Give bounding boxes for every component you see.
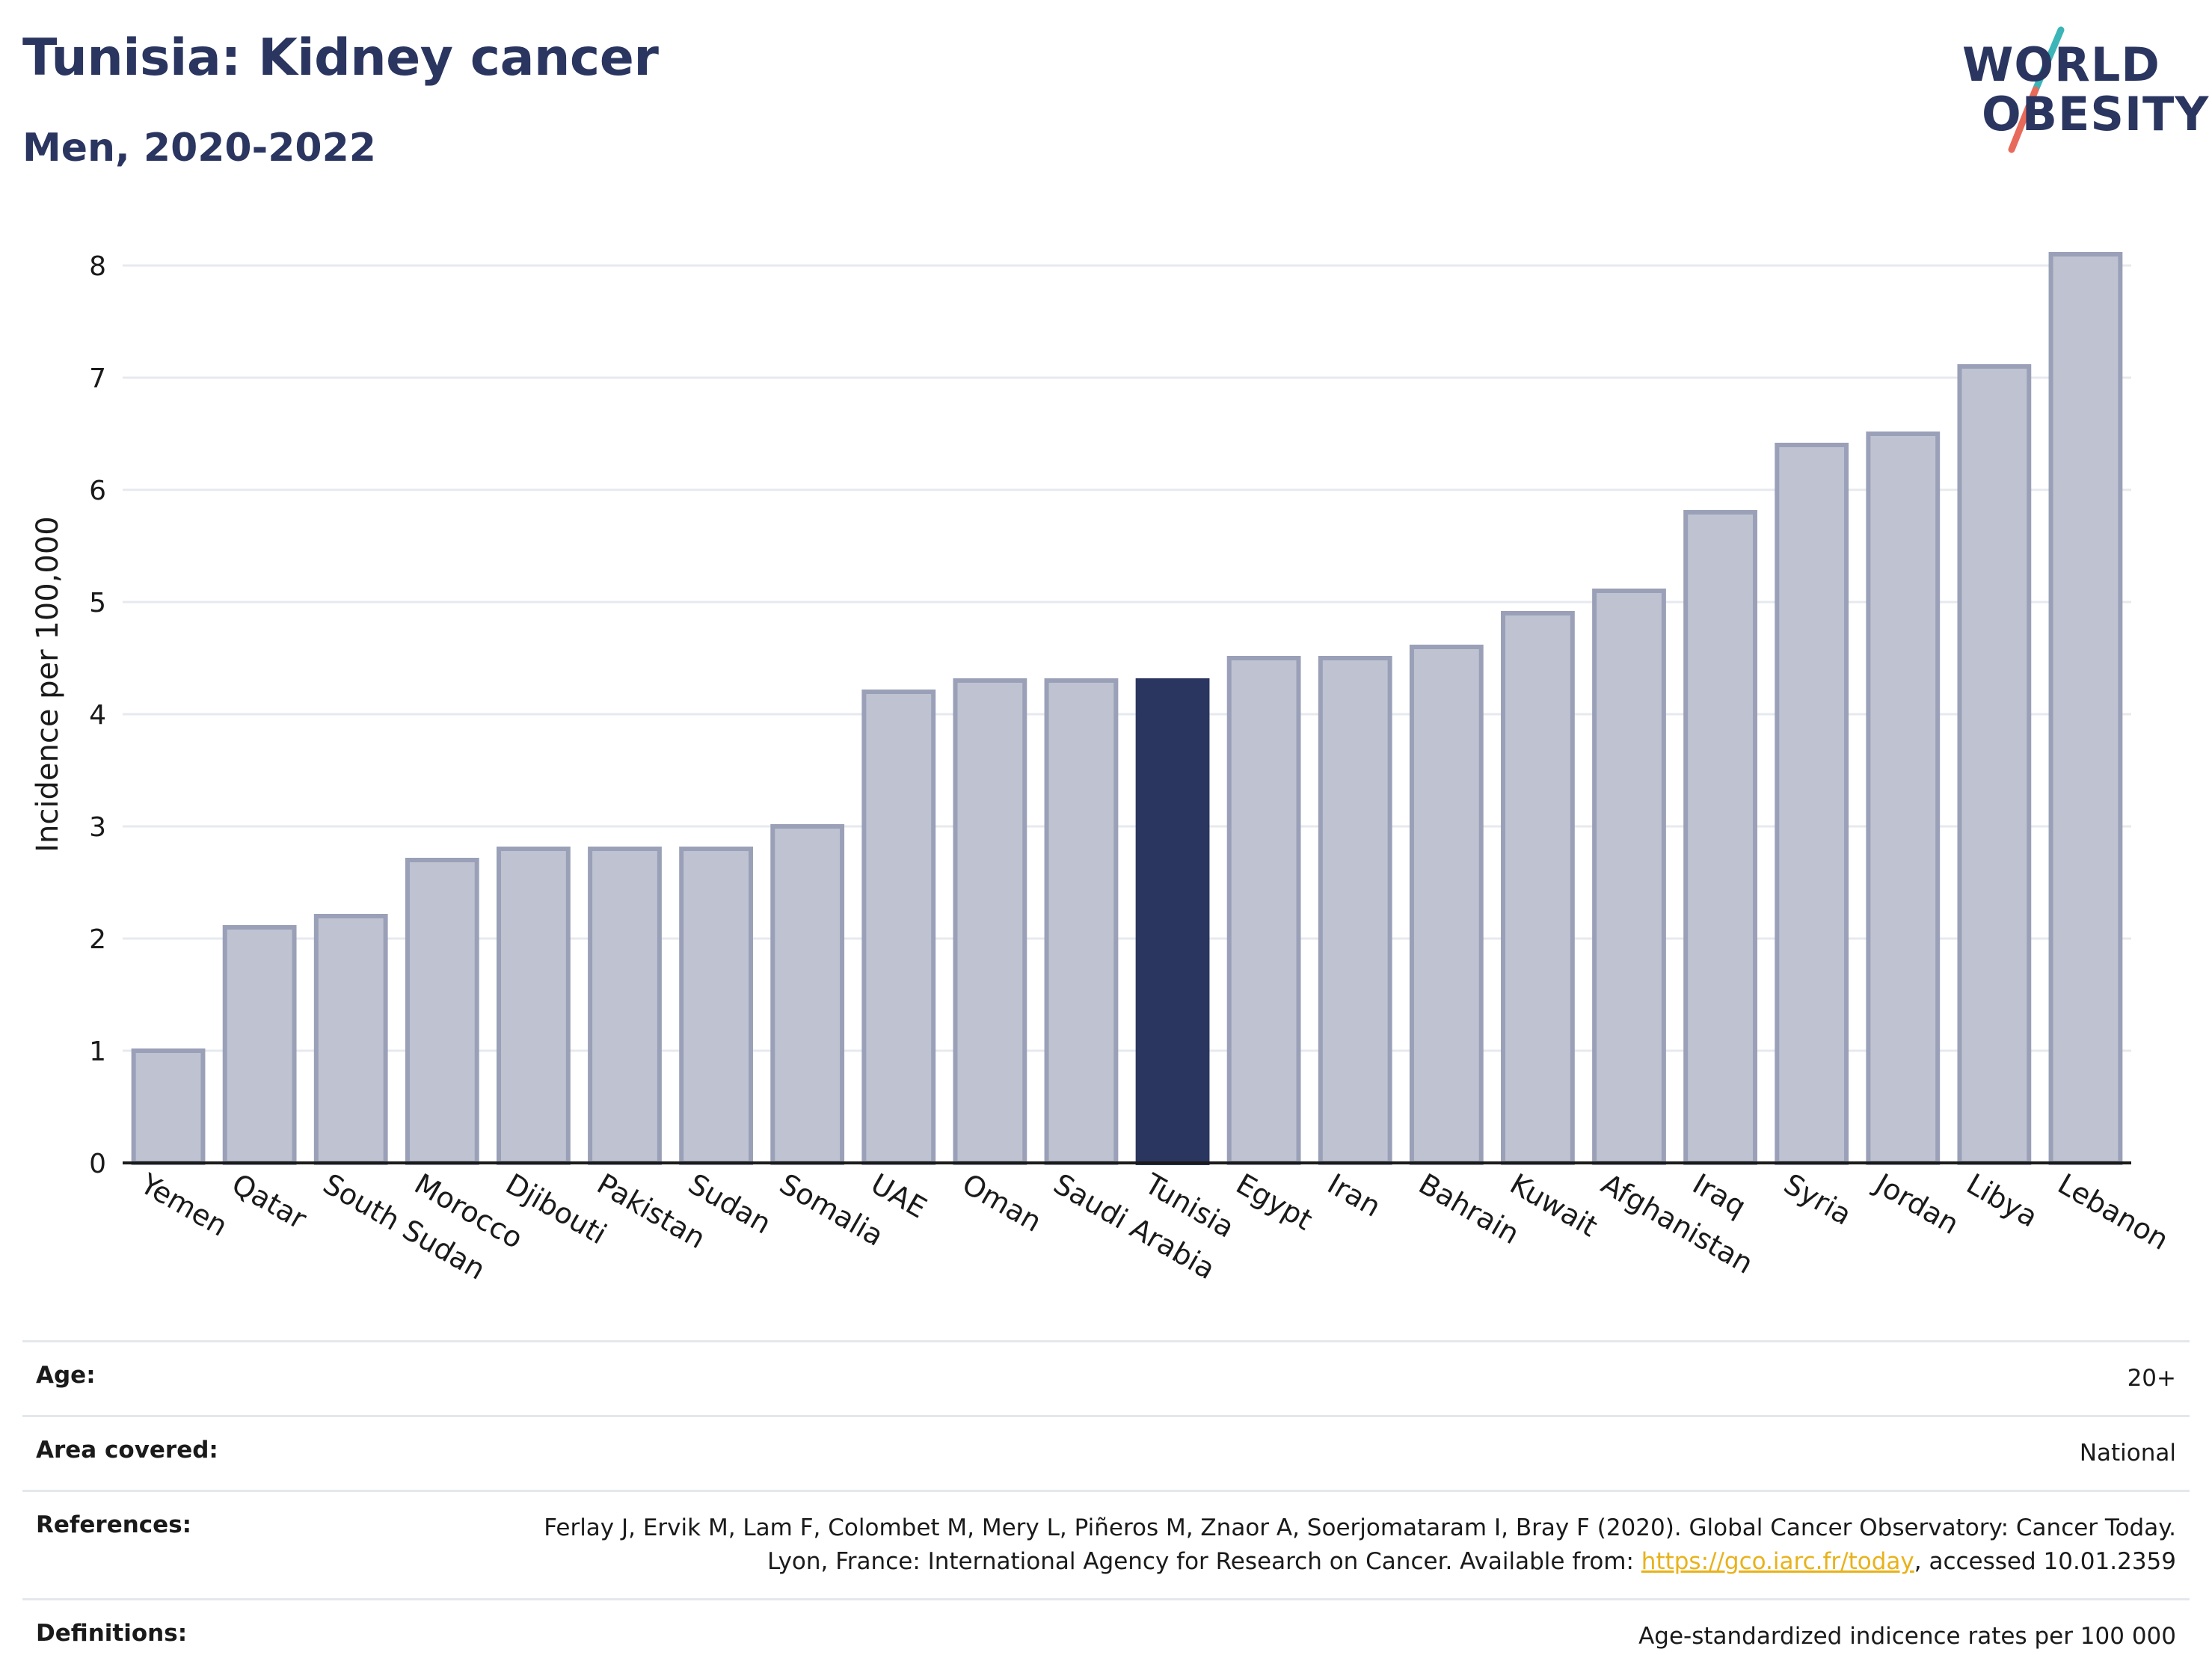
x-tick-label: Somalia bbox=[774, 1167, 889, 1253]
bar-jordan bbox=[1866, 432, 1941, 1165]
meta-row-age: Age: 20+ bbox=[22, 1340, 2190, 1415]
x-tick-label: Iraq bbox=[1687, 1167, 1751, 1223]
references-text: Ferlay J, Ervik M, Lam F, Colombet M, Me… bbox=[544, 1514, 2176, 1575]
bar-tunisia bbox=[1135, 678, 1210, 1165]
y-tick-label: 1 bbox=[89, 1037, 106, 1067]
y-axis-label: Incidence per 100,000 bbox=[31, 516, 65, 853]
y-tick-label: 3 bbox=[89, 812, 106, 843]
logo-slash-icon bbox=[2008, 26, 2065, 153]
logo-line-2: OBESITY bbox=[1982, 87, 2210, 141]
age-value: 20+ bbox=[2127, 1365, 2176, 1392]
x-tick-label: Egypt bbox=[1231, 1167, 1318, 1237]
metadata-table: Age: 20+ Area covered: National Referenc… bbox=[22, 1340, 2190, 1655]
references-label: References: bbox=[36, 1511, 192, 1538]
age-label: Age: bbox=[36, 1362, 96, 1389]
bar-egypt bbox=[1226, 656, 1301, 1165]
x-tick-label: Iran bbox=[1322, 1167, 1386, 1223]
definitions-label: Definitions: bbox=[36, 1619, 188, 1647]
page-subtitle: Men, 2020-2022 bbox=[22, 126, 376, 171]
bar-somalia bbox=[770, 824, 845, 1165]
meta-row-references: References: Ferlay J, Ervik M, Lam F, Co… bbox=[22, 1489, 2190, 1598]
x-tick-label: Bahrain bbox=[1413, 1167, 1525, 1251]
definitions-value: Age-standardized indicence rates per 100… bbox=[1638, 1622, 2176, 1650]
x-tick-label: Jordan bbox=[1869, 1167, 1964, 1241]
bar-uae bbox=[861, 690, 936, 1165]
bar-afghanistan bbox=[1592, 589, 1666, 1165]
meta-row-area: Area covered: National bbox=[22, 1414, 2190, 1490]
world-obesity-logo: WORLD OBESITY bbox=[1952, 22, 2208, 157]
page-title: Tunisia: Kidney cancer bbox=[22, 28, 659, 87]
x-tick-label: Qatar bbox=[227, 1167, 313, 1236]
bar-djibouti bbox=[497, 847, 571, 1165]
bar-morocco bbox=[405, 858, 479, 1165]
bar-oman bbox=[953, 678, 1027, 1165]
y-tick-label: 7 bbox=[89, 363, 106, 394]
bar-libya bbox=[1957, 364, 2032, 1165]
logo-line-1: WORLD bbox=[1962, 37, 2160, 92]
references-text-after: , accessed 10.01.2359 bbox=[1914, 1547, 2176, 1575]
y-tick-label: 6 bbox=[89, 476, 106, 506]
bar-bahrain bbox=[1409, 645, 1484, 1165]
bar-yemen bbox=[131, 1048, 206, 1165]
bar-kuwait bbox=[1501, 611, 1575, 1165]
y-tick-label: 5 bbox=[89, 588, 106, 618]
y-tick-label: 0 bbox=[89, 1149, 106, 1179]
x-tick-label: Oman bbox=[956, 1167, 1047, 1238]
y-tick-label: 8 bbox=[89, 251, 106, 282]
bar-saudi-arabia bbox=[1044, 678, 1119, 1165]
bar-lebanon bbox=[2048, 252, 2123, 1165]
bar-south-sudan bbox=[313, 914, 388, 1165]
bar-iran bbox=[1318, 656, 1392, 1165]
bar-qatar bbox=[222, 925, 297, 1165]
area-value: National bbox=[2079, 1439, 2176, 1467]
bar-syria bbox=[1775, 443, 1849, 1165]
x-tick-label: Libya bbox=[1961, 1167, 2043, 1234]
x-tick-label: Syria bbox=[1778, 1167, 1857, 1232]
bar-iraq bbox=[1683, 510, 1757, 1165]
x-tick-label: Lebanon bbox=[2052, 1167, 2174, 1256]
x-tick-label: Yemen bbox=[135, 1167, 233, 1243]
meta-row-definitions: Definitions: Age-standardized indicence … bbox=[22, 1597, 2190, 1655]
references-link[interactable]: https://gco.iarc.fr/today bbox=[1641, 1547, 1914, 1575]
bar-sudan bbox=[679, 847, 753, 1165]
references-value: Ferlay J, Ervik M, Lam F, Colombet M, Me… bbox=[531, 1511, 2176, 1579]
y-tick-label: 2 bbox=[89, 924, 106, 955]
bar-pakistan bbox=[588, 847, 662, 1165]
y-tick-label: 4 bbox=[89, 700, 106, 731]
area-label: Area covered: bbox=[36, 1436, 218, 1464]
